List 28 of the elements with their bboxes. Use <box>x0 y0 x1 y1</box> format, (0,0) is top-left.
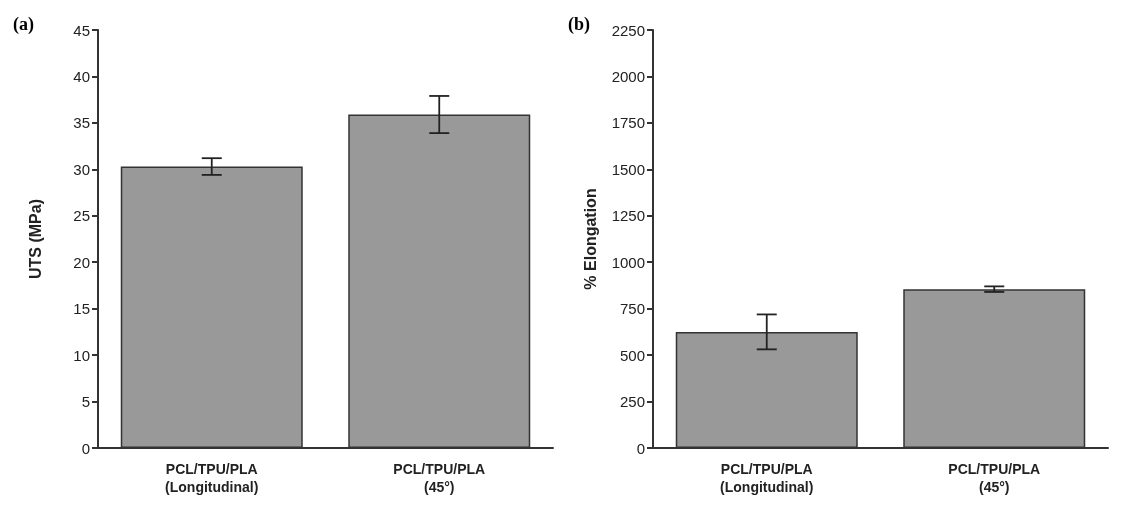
y-tick-label: 500 <box>619 346 645 364</box>
y-tick-label: 2000 <box>611 67 645 85</box>
x-tick-label: PCL/TPU/PLA (Longitudinal) <box>165 461 259 495</box>
y-tick-label: 1500 <box>611 160 645 178</box>
y-tick-label: 1250 <box>611 207 645 225</box>
y-tick-label: 25 <box>73 207 90 225</box>
y-tick-label: 40 <box>73 67 90 85</box>
y-tick-label: 0 <box>81 439 90 457</box>
y-tick-label: 0 <box>636 439 645 457</box>
y-tick-label: 45 <box>73 21 90 39</box>
chart-title: (b) <box>568 14 590 35</box>
y-tick-label: 750 <box>619 300 645 318</box>
y-axis-title: UTS (MPa) <box>26 199 44 279</box>
y-tick-label: 15 <box>73 300 90 318</box>
chart-title: (a) <box>13 14 34 35</box>
y-tick-label: 250 <box>619 393 645 411</box>
y-tick-label: 2250 <box>611 21 645 39</box>
y-tick-label: 1750 <box>611 114 645 132</box>
x-tick-label: PCL/TPU/PLA (45°) <box>393 461 486 495</box>
y-axis-title: % Elongation <box>581 188 599 290</box>
y-tick-label: 35 <box>73 114 90 132</box>
x-tick-label: PCL/TPU/PLA (45°) <box>948 461 1041 495</box>
y-tick-label: 30 <box>73 160 90 178</box>
y-tick-label: 1000 <box>611 253 645 271</box>
y-tick-label: 10 <box>73 346 90 364</box>
x-tick-label: PCL/TPU/PLA (Longitudinal) <box>720 461 814 495</box>
y-tick-label: 20 <box>73 253 90 271</box>
y-tick-label: 5 <box>81 393 90 411</box>
